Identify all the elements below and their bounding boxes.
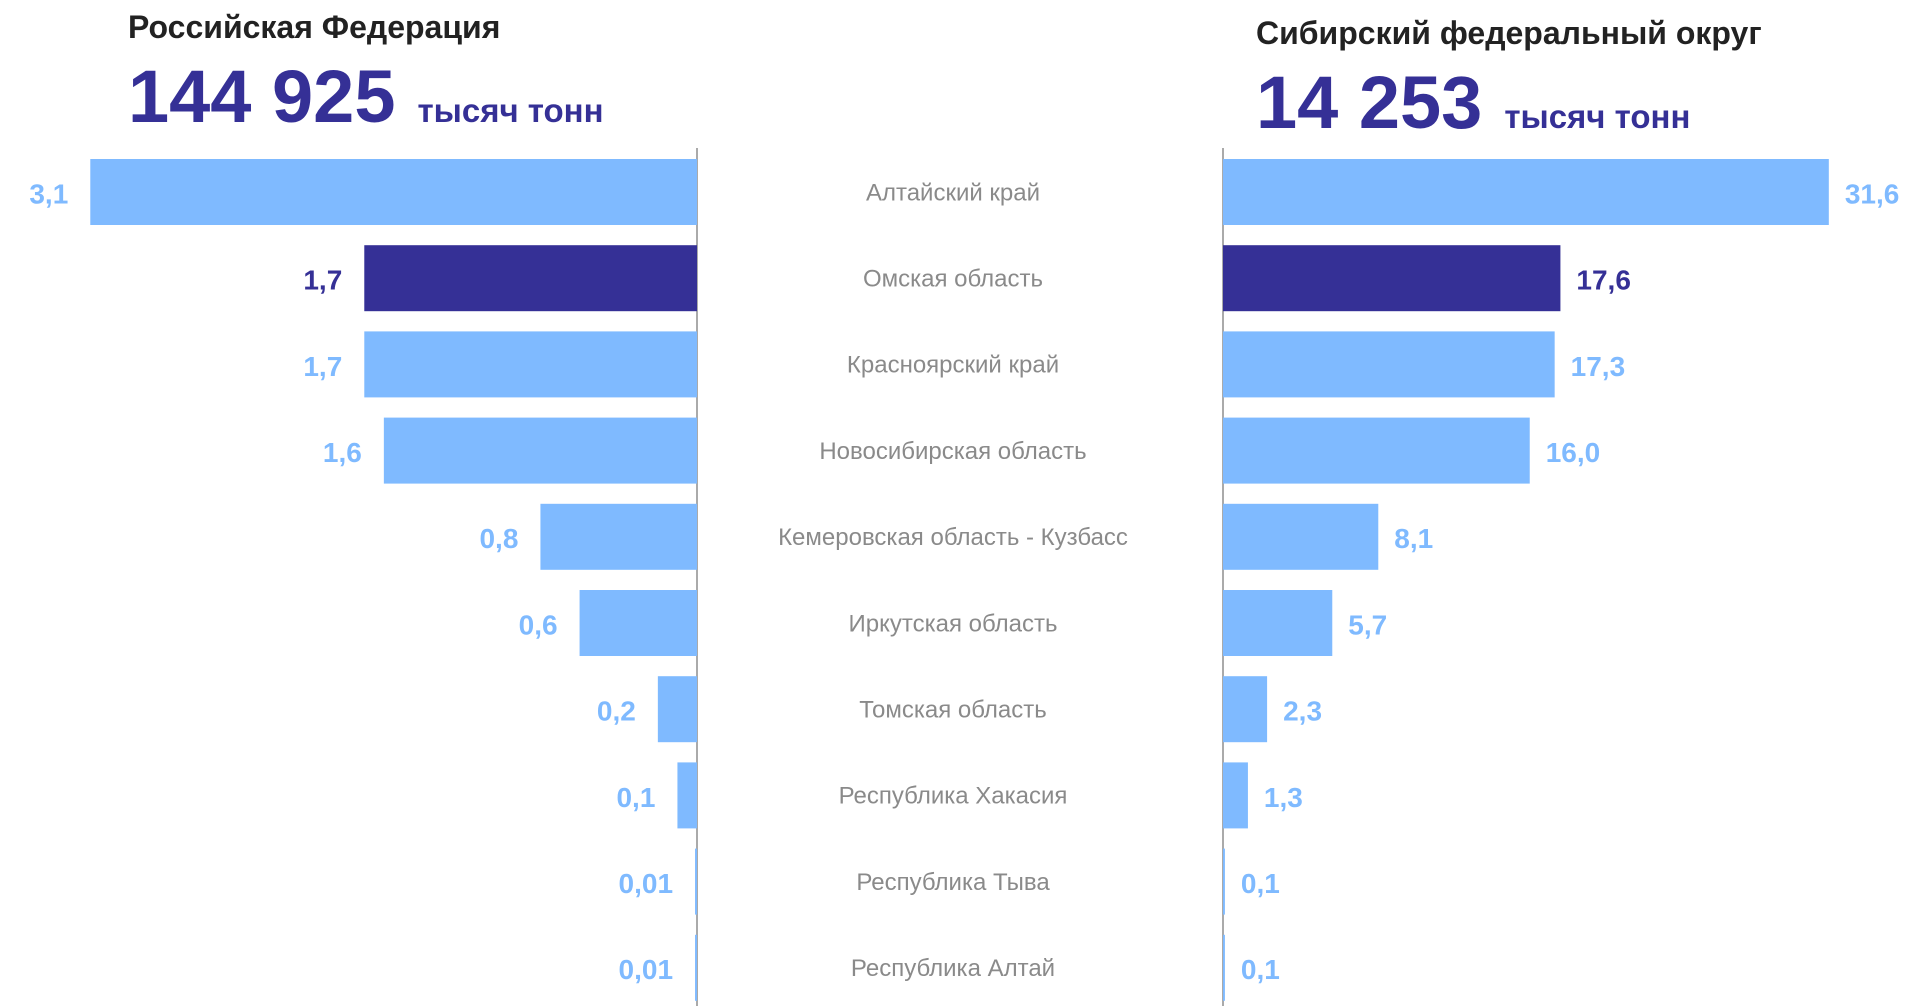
bar — [1223, 245, 1561, 312]
value-label: 0,01 — [619, 868, 674, 899]
value-label: 0,8 — [479, 523, 518, 554]
chart-title: Российская Федерация — [128, 9, 500, 45]
total: 14 253 — [1256, 61, 1482, 144]
category-label: Кемеровская область - Кузбасс — [778, 524, 1128, 551]
category-label: Алтайский край — [866, 179, 1040, 206]
value-label: 0,01 — [619, 954, 674, 985]
bar — [90, 159, 698, 225]
total: 144 925 — [128, 55, 396, 138]
bar — [695, 848, 697, 915]
bar — [1223, 848, 1225, 915]
value-label: 0,1 — [1241, 954, 1280, 985]
value-label: 1,7 — [303, 265, 342, 296]
bar — [695, 934, 697, 1001]
category-label: Омская область — [863, 266, 1043, 293]
value-label: 17,6 — [1576, 265, 1631, 296]
value-label: 17,3 — [1571, 351, 1626, 382]
category-label: Иркутская область — [849, 610, 1058, 637]
bar — [364, 245, 697, 312]
value-label: 0,1 — [616, 782, 655, 813]
value-label: 2,3 — [1283, 696, 1322, 727]
bar — [1223, 590, 1333, 656]
value-label: 3,1 — [29, 178, 68, 209]
value-label: 1,3 — [1264, 782, 1303, 813]
bar — [1223, 417, 1530, 484]
bar — [579, 590, 697, 656]
bar — [1223, 934, 1225, 1001]
bar — [657, 676, 697, 743]
category-label: Новосибирская область — [819, 438, 1086, 465]
bar — [1223, 331, 1555, 398]
category-label: Республика Хакасия — [839, 783, 1068, 810]
value-label: 5,7 — [1348, 609, 1387, 640]
value-label: 16,0 — [1546, 437, 1601, 468]
bar — [1223, 503, 1379, 570]
bar — [540, 503, 697, 570]
value-label: 0,1 — [1241, 868, 1280, 899]
value-label: 1,7 — [303, 351, 342, 382]
value-label: 0,2 — [597, 696, 636, 727]
bar — [383, 417, 697, 484]
value-label: 31,6 — [1845, 178, 1900, 209]
bar — [677, 762, 697, 829]
category-label: Красноярский край — [847, 352, 1059, 379]
value-label: 0,6 — [519, 609, 558, 640]
value-label: 8,1 — [1394, 523, 1433, 554]
category-label: Республика Алтай — [851, 955, 1055, 982]
category-label: Томская область — [859, 697, 1047, 724]
unit: тысяч тонн — [418, 92, 604, 129]
unit: тысяч тонн — [1504, 98, 1690, 135]
bar — [1223, 159, 1829, 225]
category-label: Республика Тыва — [856, 869, 1050, 896]
bar — [364, 331, 697, 398]
value-label: 1,6 — [323, 437, 362, 468]
bar — [1223, 762, 1248, 829]
bar — [1223, 676, 1268, 743]
chart-title: Сибирский федеральный округ — [1256, 15, 1762, 51]
